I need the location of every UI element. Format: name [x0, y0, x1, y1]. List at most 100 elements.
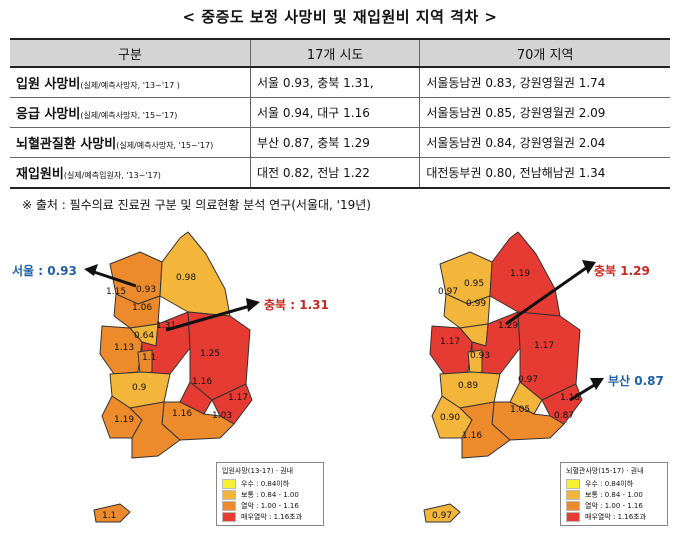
map-label: 1.29: [498, 321, 518, 331]
map-label: 1.19: [510, 269, 530, 279]
arrow-chungbuk: [165, 298, 260, 332]
map-label: 1.25: [200, 349, 220, 359]
legend-swatch: [566, 511, 580, 522]
arrow-chungbuk: [505, 260, 596, 326]
legend-label: 열악 : 1.00 - 1.16: [585, 501, 643, 510]
map-label: 1.16: [172, 409, 192, 419]
region-jeju: [423, 503, 461, 523]
map-label: 0.97: [438, 287, 458, 297]
legend-label: 보통 : 0.84 - 1.00: [241, 490, 299, 499]
map-label: 1.1: [142, 353, 156, 363]
sido-value: 서울 0.94, 대구 1.16: [249, 97, 421, 128]
legend-swatch: [222, 478, 236, 489]
legend-swatch: [566, 478, 580, 489]
legend-label: 매우열악 : 1.16초과: [241, 512, 303, 521]
map-label: 1.1: [102, 511, 116, 521]
map-label: 1.13: [114, 343, 134, 353]
table-row: 뇌혈관질환 사망비(실제/예측사망자, '15~'17) 부산 0.87, 충북…: [10, 127, 670, 158]
header-category: 구분: [10, 38, 251, 68]
region-gangwon: [159, 231, 231, 317]
region-value: 서울동남권 0.85, 강원영월권 2.09: [419, 97, 670, 128]
map-label: 1.17: [440, 337, 460, 347]
region-daejeon: [137, 349, 153, 375]
page-title: < 중증도 보정 사망비 및 재입원비 지역 격차 >: [182, 8, 498, 26]
legend-swatch: [222, 500, 236, 511]
row-note: (실제/예측사망자, '13~'17 ): [80, 81, 180, 90]
legend-item: 우수 : 0.84이하: [566, 478, 662, 489]
map-label: 0.89: [458, 381, 478, 391]
region-jeonnam-s: [459, 401, 511, 459]
legend-item: 열악 : 1.00 - 1.16: [222, 500, 318, 511]
map-label: 1.03: [212, 411, 232, 421]
map-label: 1.17: [534, 341, 554, 351]
map-label: 0.64: [134, 331, 154, 341]
legend-item: 열악 : 1.00 - 1.16: [566, 500, 662, 511]
region-value: 서울동남권 0.84, 강원영월권 2.04: [419, 127, 670, 158]
legend-label: 매우열악 : 1.16초과: [585, 512, 647, 521]
region-jeonnam-s: [129, 401, 181, 459]
map-label: 1.06: [132, 303, 152, 313]
legend-swatch: [566, 489, 580, 500]
source-note: ※ 출처 : 필수의료 진료권 구분 및 의료현황 분석 연구(서울대, '19…: [22, 198, 371, 212]
legend-label: 보통 : 0.84 - 1.00: [585, 490, 643, 499]
region-value: 서울동남권 0.83, 강원영월권 1.74: [419, 66, 670, 98]
map-label: 0.98: [176, 273, 196, 283]
legend-title: 뇌혈관사망(15-17) · 권내: [566, 467, 644, 475]
legend-swatch: [222, 489, 236, 500]
callout-seoul: 서울 : 0.93: [12, 264, 77, 278]
legend-swatch: [222, 511, 236, 522]
table-header-row: 구분 17개 시도 70개 지역: [10, 38, 670, 68]
map-right: 0.97 0.95 0.99 1.19 1.29 1.17 0.93 1.17 …: [410, 224, 650, 534]
legend-label: 열악 : 1.00 - 1.16: [241, 501, 299, 510]
legend-item: 우수 : 0.84이하: [222, 478, 318, 489]
korea-map-right: 0.97 0.95 0.99 1.19 1.29 1.17 0.93 1.17 …: [423, 231, 604, 523]
legend-title: 입원사망(13-17) · 권내: [222, 467, 294, 475]
comparison-table: 구분 17개 시도 70개 지역 입원 사망비(실제/예측사망자, '13~'1…: [10, 38, 670, 189]
table-row: 재입원비(실제/예측입원자, '13~'17) 대전 0.82, 전남 1.22…: [10, 157, 670, 189]
korea-map-left: 1.15 0.93 1.06 0.98 0.64 1.31 1.13 1.1 1…: [84, 231, 260, 523]
map-label: 1.16: [192, 377, 212, 387]
row-title: 입원 사망비: [16, 77, 81, 92]
legend-right: 뇌혈관사망(15-17) · 권내 우수 : 0.84이하 보통 : 0.84 …: [560, 462, 668, 526]
row-label: 응급 사망비(실제/예측사망자, '15~'17): [10, 97, 251, 128]
legend-label: 우수 : 0.84이하: [585, 479, 634, 488]
map-label: 0.93: [470, 351, 490, 361]
callout-chungbuk-right: 충북 1.29: [594, 264, 650, 278]
map-label: 1.16: [462, 431, 482, 441]
map-label: 0.90: [440, 413, 460, 423]
legend-item: 보통 : 0.84 - 1.00: [566, 489, 662, 500]
legend-item: 매우열악 : 1.16초과: [566, 511, 662, 522]
map-label: 1.05: [510, 405, 530, 415]
arrow-seoul: [84, 264, 137, 288]
legend-item: 매우열악 : 1.16초과: [222, 511, 318, 522]
row-note: (실제/예측사망자, '15~'17): [116, 141, 214, 150]
legend-label: 우수 : 0.84이하: [241, 479, 290, 488]
map-label: 0.97: [432, 511, 452, 521]
row-title: 응급 사망비: [16, 107, 81, 122]
map-label: 1.31: [156, 321, 176, 331]
callout-chungbuk: 충북 : 1.31: [264, 298, 329, 312]
arrow-busan: [569, 378, 604, 402]
legend-swatch: [566, 500, 580, 511]
table-row: 응급 사망비(실제/예측사망자, '15~'17) 서울 0.94, 대구 1.…: [10, 97, 670, 128]
region-daejeon: [467, 349, 483, 375]
map-label: 1.17: [228, 393, 248, 403]
legend-left: 입원사망(13-17) · 권내 우수 : 0.84이하 보통 : 0.84 -…: [216, 462, 324, 526]
table-row: 입원 사망비(실제/예측사망자, '13~'17 ) 서울 0.93, 충북 1…: [10, 66, 670, 98]
row-title: 뇌혈관질환 사망비: [16, 137, 117, 152]
map-label: 0.87: [554, 411, 574, 421]
map-label: 0.93: [136, 285, 156, 295]
map-left: 1.15 0.93 1.06 0.98 0.64 1.31 1.13 1.1 1…: [80, 224, 320, 534]
row-note: (실제/예측입원자, '13~'17): [63, 171, 161, 180]
row-label: 재입원비(실제/예측입원자, '13~'17): [10, 157, 251, 189]
row-title: 재입원비: [16, 167, 64, 182]
legend-item: 보통 : 0.84 - 1.00: [222, 489, 318, 500]
callout-busan: 부산 0.87: [608, 374, 664, 388]
sido-value: 부산 0.87, 충북 1.29: [249, 127, 421, 158]
row-label: 뇌혈관질환 사망비(실제/예측사망자, '15~'17): [10, 127, 251, 158]
region-jeju: [93, 503, 131, 523]
map-label: 0.95: [464, 279, 484, 289]
row-label: 입원 사망비(실제/예측사망자, '13~'17 ): [10, 66, 251, 98]
sido-value: 서울 0.93, 충북 1.31,: [249, 66, 421, 98]
sido-value: 대전 0.82, 전남 1.22: [249, 157, 421, 189]
